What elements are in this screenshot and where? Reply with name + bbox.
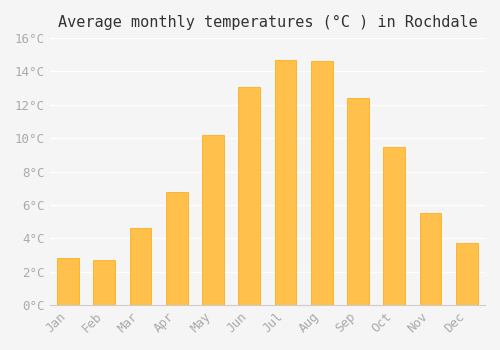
Bar <box>166 191 188 305</box>
Bar <box>456 243 477 305</box>
Bar <box>311 62 332 305</box>
Bar <box>130 228 152 305</box>
Bar <box>274 60 296 305</box>
Bar <box>347 98 369 305</box>
Bar <box>94 260 115 305</box>
Bar <box>384 147 405 305</box>
Bar <box>420 213 442 305</box>
Bar <box>57 258 79 305</box>
Bar <box>202 135 224 305</box>
Title: Average monthly temperatures (°C ) in Rochdale: Average monthly temperatures (°C ) in Ro… <box>58 15 478 30</box>
Bar <box>238 86 260 305</box>
